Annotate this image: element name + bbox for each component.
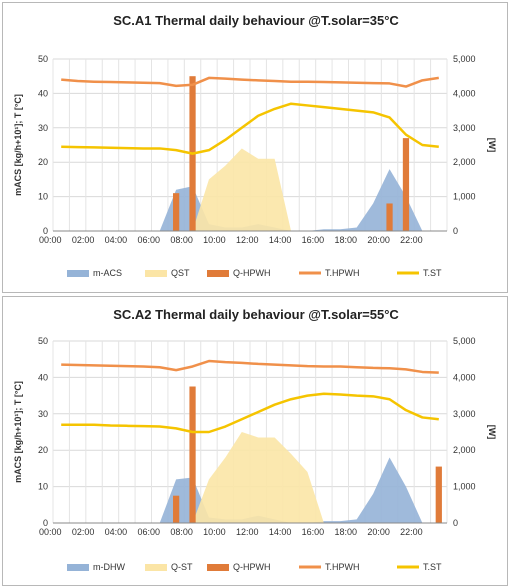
x-tick-label: 20:00 bbox=[367, 235, 390, 245]
x-tick-label: 00:00 bbox=[39, 527, 62, 537]
x-tick-label: 08:00 bbox=[170, 235, 193, 245]
y2-tick-label: 1,000 bbox=[453, 482, 476, 492]
legend-entry: Q-HPWH bbox=[233, 562, 271, 572]
x-tick-label: 18:00 bbox=[335, 527, 358, 537]
bar-Q-HPWH bbox=[402, 138, 410, 231]
y-tick-label: 0 bbox=[43, 518, 48, 528]
x-tick-label: 02:00 bbox=[72, 527, 95, 537]
x-tick-label: 12:00 bbox=[236, 527, 259, 537]
x-tick-label: 06:00 bbox=[138, 235, 161, 245]
x-tick-label: 04:00 bbox=[105, 527, 128, 537]
y-tick-label: 20 bbox=[38, 445, 48, 455]
x-tick-label: 16:00 bbox=[302, 527, 325, 537]
y2-axis-label: [W] bbox=[487, 425, 497, 440]
legend-swatch bbox=[145, 564, 167, 571]
legend-swatch bbox=[67, 564, 89, 571]
series-area-QST bbox=[61, 148, 439, 231]
y2-axis-label: [W] bbox=[487, 138, 497, 153]
series-area-Q-ST bbox=[61, 432, 439, 523]
x-tick-label: 18:00 bbox=[335, 235, 358, 245]
bar-Q-HPWH bbox=[173, 495, 180, 523]
bar-Q-HPWH bbox=[173, 193, 180, 231]
series-area-m-DHW bbox=[61, 457, 439, 523]
y-tick-label: 30 bbox=[38, 409, 48, 419]
series-line-T.HPWH bbox=[61, 359, 439, 374]
bar-Q-HPWH bbox=[435, 466, 442, 523]
y2-tick-label: 3,000 bbox=[453, 123, 476, 133]
chart-panel-1: SC.A1 Thermal daily behaviour @T.solar=3… bbox=[2, 2, 508, 293]
chart-panel-2: SC.A2 Thermal daily behaviour @T.solar=5… bbox=[2, 296, 508, 586]
x-tick-label: 22:00 bbox=[400, 527, 423, 537]
legend-entry: T.HPWH bbox=[325, 268, 360, 278]
bar-Q-HPWH bbox=[386, 203, 393, 231]
y2-tick-label: 5,000 bbox=[453, 336, 476, 346]
y2-tick-label: 2,000 bbox=[453, 157, 476, 167]
y-tick-label: 30 bbox=[38, 123, 48, 133]
y-tick-label: 50 bbox=[38, 54, 48, 64]
y2-tick-label: 5,000 bbox=[453, 54, 476, 64]
y2-tick-label: 3,000 bbox=[453, 409, 476, 419]
y-tick-label: 10 bbox=[38, 192, 48, 202]
x-tick-label: 04:00 bbox=[105, 235, 128, 245]
y2-tick-label: 4,000 bbox=[453, 88, 476, 98]
x-tick-label: 06:00 bbox=[138, 527, 161, 537]
x-tick-label: 12:00 bbox=[236, 235, 259, 245]
y2-tick-label: 4,000 bbox=[453, 372, 476, 382]
x-tick-label: 14:00 bbox=[269, 235, 292, 245]
y-tick-label: 0 bbox=[43, 226, 48, 236]
legend-entry: Q-ST bbox=[171, 562, 193, 572]
y2-tick-label: 0 bbox=[453, 226, 458, 236]
x-tick-label: 14:00 bbox=[269, 527, 292, 537]
x-tick-label: 16:00 bbox=[302, 235, 325, 245]
y-tick-label: 40 bbox=[38, 88, 48, 98]
legend-entry: Q-HPWH bbox=[233, 268, 271, 278]
y-axis-label: mACS [kg/h+10¹]; T [°C] bbox=[13, 381, 23, 483]
y-tick-label: 20 bbox=[38, 157, 48, 167]
legend-entry: T.ST bbox=[423, 268, 442, 278]
x-tick-label: 02:00 bbox=[72, 235, 95, 245]
y2-tick-label: 2,000 bbox=[453, 445, 476, 455]
x-tick-label: 22:00 bbox=[400, 235, 423, 245]
legend-entry: T.HPWH bbox=[325, 562, 360, 572]
x-tick-label: 20:00 bbox=[367, 527, 390, 537]
y-tick-label: 40 bbox=[38, 372, 48, 382]
bar-Q-HPWH bbox=[189, 386, 196, 523]
chart-1-svg: SC.A1 Thermal daily behaviour @T.solar=3… bbox=[13, 13, 497, 278]
series-area-m-ACS bbox=[61, 169, 439, 231]
y-tick-label: 50 bbox=[38, 336, 48, 346]
legend-entry: m-ACS bbox=[93, 268, 122, 278]
y2-tick-label: 1,000 bbox=[453, 192, 476, 202]
legend-swatch bbox=[67, 270, 89, 277]
x-tick-label: 00:00 bbox=[39, 235, 62, 245]
x-tick-label: 08:00 bbox=[170, 527, 193, 537]
x-tick-label: 10:00 bbox=[203, 527, 226, 537]
series-line-T.ST bbox=[61, 392, 439, 434]
y-tick-label: 10 bbox=[38, 482, 48, 492]
legend-swatch bbox=[207, 564, 229, 571]
legend-entry: QST bbox=[171, 268, 190, 278]
y-axis-label: mACS [kg/h+10¹]; T [°C] bbox=[13, 94, 23, 196]
y2-tick-label: 0 bbox=[453, 518, 458, 528]
chart-title: SC.A2 Thermal daily behaviour @T.solar=5… bbox=[113, 307, 399, 322]
legend-swatch bbox=[145, 270, 167, 277]
legend-entry: m-DHW bbox=[93, 562, 125, 572]
series-line-T.HPWH bbox=[61, 76, 439, 88]
legend-entry: T.ST bbox=[423, 562, 442, 572]
chart-2-svg: SC.A2 Thermal daily behaviour @T.solar=5… bbox=[13, 307, 497, 572]
series-line-T.ST bbox=[61, 102, 439, 155]
chart-title: SC.A1 Thermal daily behaviour @T.solar=3… bbox=[113, 13, 399, 28]
x-tick-label: 10:00 bbox=[203, 235, 226, 245]
legend-swatch bbox=[207, 270, 229, 277]
